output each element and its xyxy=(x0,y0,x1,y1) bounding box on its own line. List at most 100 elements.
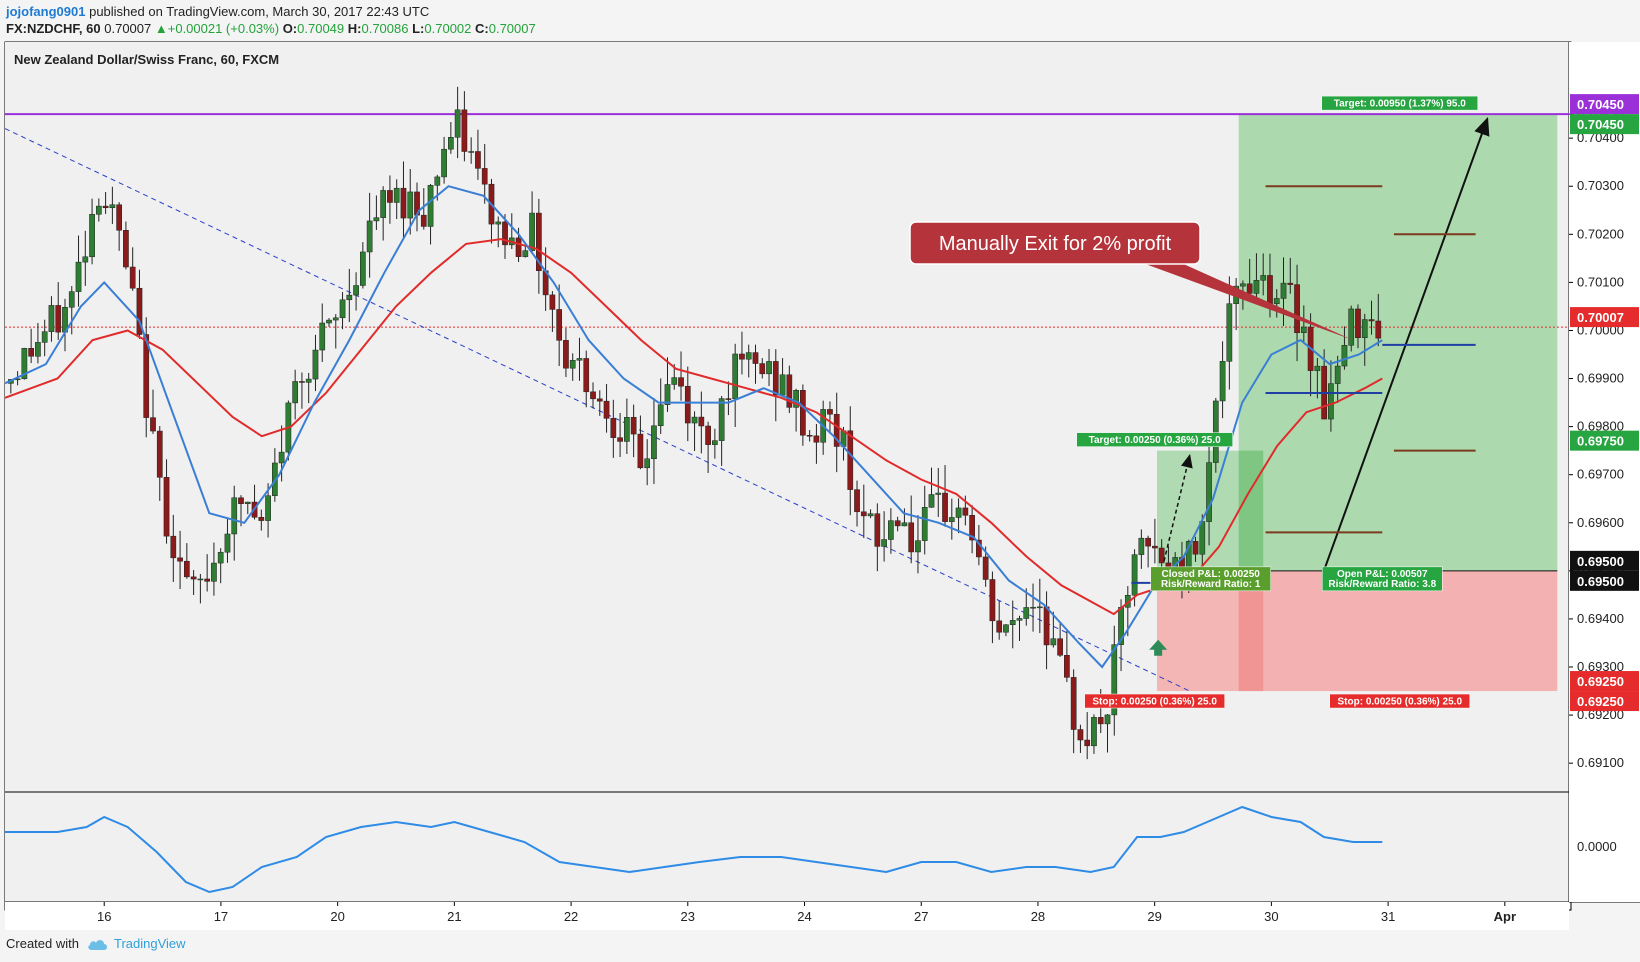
candle xyxy=(529,191,535,254)
candle-body-up xyxy=(624,417,630,442)
symbol-line: FX:NZDCHF, 60 0.70007 ▲+0.00021 (+0.03%)… xyxy=(6,21,536,36)
pnl-box-1[interactable] xyxy=(1150,566,1271,592)
candle xyxy=(637,415,644,470)
profit-zone-2[interactable] xyxy=(1238,114,1558,571)
candle xyxy=(292,369,299,420)
callout-pointer[interactable] xyxy=(1140,258,1354,341)
candle-body-down xyxy=(827,409,833,415)
candle-body-up xyxy=(441,148,447,178)
candle xyxy=(1273,289,1280,318)
publisher-username[interactable]: jojofang0901 xyxy=(6,4,86,19)
candle-body-up xyxy=(35,342,41,357)
candle-body-up xyxy=(1240,283,1246,287)
candle xyxy=(502,214,508,259)
candle-body-down xyxy=(238,497,244,504)
stop-label-box-1[interactable] xyxy=(1084,693,1225,709)
candle-body-down xyxy=(1077,729,1084,741)
candle-body-down xyxy=(170,535,177,559)
candle xyxy=(928,467,935,508)
candle-body-down xyxy=(258,517,265,521)
x-tick-label: 17 xyxy=(214,909,228,924)
y-tick-label: 0.69900 xyxy=(1577,371,1624,386)
callout-box[interactable] xyxy=(909,221,1201,265)
price-badge xyxy=(1570,307,1639,328)
candle xyxy=(177,530,183,590)
candle-body-up xyxy=(48,305,55,332)
candle-body-up xyxy=(664,384,671,405)
candle-body-up xyxy=(1091,717,1097,747)
candle-body-down xyxy=(989,579,996,622)
candle-body-up xyxy=(1300,326,1307,333)
candle xyxy=(156,426,163,501)
candle-body-up xyxy=(915,540,921,553)
candle xyxy=(1192,536,1199,562)
candle-body-down xyxy=(590,391,596,400)
tradingview-logo[interactable]: TradingView xyxy=(87,936,186,951)
candle-body-up xyxy=(427,185,434,227)
candle xyxy=(935,467,942,517)
candle xyxy=(366,192,373,278)
candle xyxy=(691,411,698,452)
candle xyxy=(739,331,745,375)
price-axis[interactable] xyxy=(1569,42,1640,902)
candle xyxy=(346,268,353,323)
candle xyxy=(806,429,813,442)
candle xyxy=(454,86,461,159)
x-tick-label: 22 xyxy=(564,909,578,924)
candle xyxy=(129,247,136,291)
candle xyxy=(495,216,502,248)
price-badge xyxy=(1570,114,1639,135)
candle-body-up xyxy=(1199,521,1206,555)
candle-body-up xyxy=(1334,365,1341,384)
candle xyxy=(183,543,190,579)
candle xyxy=(1294,264,1300,362)
candle xyxy=(725,381,732,416)
y-tick-label: 0.69700 xyxy=(1577,467,1624,482)
candle-body-down xyxy=(1070,677,1077,730)
candle xyxy=(441,136,447,184)
candle xyxy=(197,573,204,604)
pnl-label-1: Closed P&L: 0.00250 xyxy=(1161,569,1260,580)
close-label: C: xyxy=(475,21,489,36)
target-label-box-2[interactable] xyxy=(1321,95,1479,111)
time-axis[interactable] xyxy=(5,902,1569,930)
stop-label-box-2[interactable] xyxy=(1329,693,1471,709)
candle-body-down xyxy=(1145,537,1151,547)
candle-body-up xyxy=(448,137,454,150)
position-zones[interactable] xyxy=(1156,114,1558,692)
candle-body-up xyxy=(651,425,657,460)
candle-body-down xyxy=(982,556,989,580)
candle xyxy=(1003,624,1009,637)
candle xyxy=(745,344,752,378)
candle xyxy=(95,198,102,222)
candle xyxy=(989,571,996,644)
target-label-box-1[interactable] xyxy=(1076,432,1233,447)
oscillator-pane[interactable] xyxy=(5,792,1569,902)
candle xyxy=(1158,539,1165,572)
candle-body-up xyxy=(732,353,739,399)
candle-body-up xyxy=(366,220,373,253)
candle-body-up xyxy=(745,352,752,360)
pnl-box-2[interactable] xyxy=(1322,566,1443,592)
candle-body-up xyxy=(657,404,664,427)
candle-body-up xyxy=(1348,308,1355,346)
open-label: O: xyxy=(282,21,298,36)
candle-body-up xyxy=(1206,462,1212,522)
ema-fast-line xyxy=(4,185,1383,669)
candle xyxy=(1145,535,1151,568)
candle-body-down xyxy=(847,430,854,490)
candle-body-down xyxy=(1057,638,1063,656)
candle-body-down xyxy=(156,430,163,478)
candle-body-up xyxy=(305,378,312,383)
x-tick-label: 30 xyxy=(1264,909,1278,924)
x-tick-label: 20 xyxy=(330,909,344,924)
stop-label-2: Stop: 0.00250 (0.36%) 25.0 xyxy=(1338,697,1463,708)
annotations-layer[interactable]: Target: 0.00250 (0.36%) 25.0 Stop: 0.0025… xyxy=(909,95,1490,709)
candle-body-down xyxy=(1246,283,1253,294)
candle-body-down xyxy=(515,237,522,257)
entry-arrow-icon[interactable] xyxy=(1149,639,1168,656)
price-badges: 0.70450 0.70450 0.70007 0.69750 0.69500 0.695… xyxy=(1570,94,1639,712)
candle-body-up xyxy=(332,317,339,321)
y-tick-label: 0.69300 xyxy=(1577,659,1624,674)
